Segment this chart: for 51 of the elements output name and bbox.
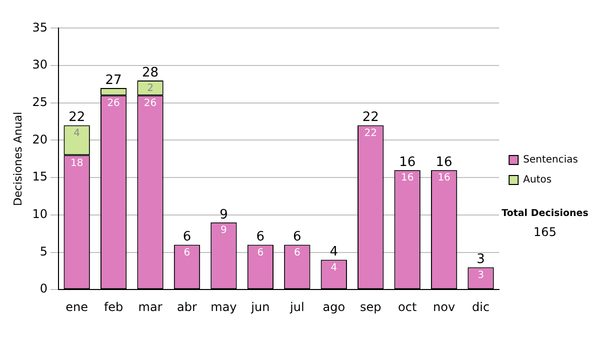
- legend-label: Autos: [523, 174, 552, 186]
- y-tick-label: 25: [32, 95, 48, 110]
- total-label: 27: [105, 72, 122, 88]
- data-label: 2: [147, 83, 154, 94]
- total-label: 4: [330, 244, 338, 260]
- legend-label: Sentencias: [523, 154, 578, 166]
- text: Total Decisiones: [500, 208, 590, 219]
- x-tick-label: mar: [138, 300, 162, 314]
- data-label: 6: [294, 247, 300, 258]
- x-tick-label: abr: [177, 300, 198, 314]
- x-tick-label: oct: [398, 300, 417, 314]
- total-label: 28: [142, 65, 159, 80]
- x-tick-label: ene: [66, 300, 88, 314]
- y-tick-label: 5: [40, 244, 48, 258]
- x-tick-label: jun: [250, 300, 270, 314]
- total-label: 6: [293, 230, 302, 245]
- y-tick-label: 30: [32, 58, 48, 72]
- total-label: 16: [399, 154, 416, 170]
- y-tick-label: 10: [32, 207, 48, 222]
- x-tick-label: feb: [104, 300, 124, 314]
- data-label: 6: [184, 247, 190, 258]
- data-label: 3: [478, 270, 484, 281]
- text: 165: [532, 225, 558, 239]
- total-label: 6: [182, 230, 192, 245]
- x-tick-label: jul: [289, 300, 304, 314]
- data-label: 26: [144, 98, 157, 110]
- x-tick-label: ago: [322, 300, 346, 314]
- y-axis-title: Decisiones Anual: [11, 112, 24, 206]
- total-label: 6: [256, 230, 265, 245]
- total-label: 3: [476, 252, 485, 268]
- y-tick-label: 35: [32, 20, 48, 34]
- x-tick-label: may: [210, 300, 237, 314]
- y-tick-label: 15: [32, 170, 48, 184]
- data-label: 4: [74, 128, 80, 139]
- data-label: 26: [107, 98, 120, 110]
- data-label: 16: [438, 172, 450, 184]
- data-label: 4: [330, 262, 338, 274]
- y-tick-label: 20: [32, 132, 48, 146]
- data-label: 22: [364, 128, 377, 139]
- total-label: 22: [68, 110, 86, 126]
- data-label: 9: [220, 224, 227, 236]
- data-label: 18: [70, 158, 84, 169]
- data-label: 6: [257, 247, 264, 258]
- x-tick-label: nov: [433, 300, 456, 314]
- y-tick-label: 0: [40, 282, 48, 296]
- data-label: 16: [400, 172, 414, 184]
- x-tick-label: dic: [472, 300, 490, 314]
- x-tick-label: sep: [360, 300, 382, 314]
- total-label: 9: [220, 207, 228, 222]
- total-label: 16: [436, 154, 452, 170]
- total-label: 22: [362, 110, 379, 126]
